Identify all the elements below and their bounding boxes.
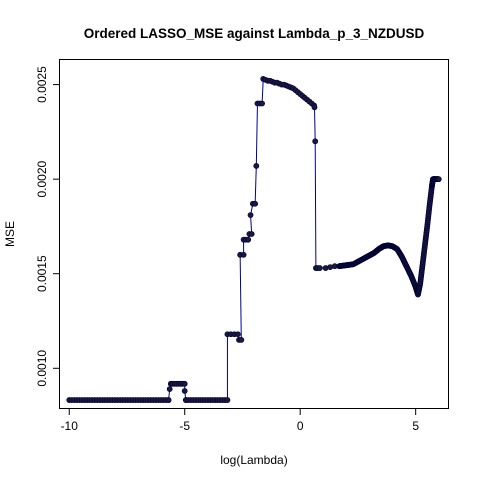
plot-frame	[59, 59, 449, 409]
data-point	[327, 264, 334, 270]
data-point	[322, 265, 329, 271]
data-point	[312, 138, 319, 145]
x-axis: -10 -5 0 5	[61, 408, 419, 433]
chart-title: Ordered LASSO_MSE against Lambda_p_3_NZD…	[84, 26, 425, 41]
data-point	[253, 163, 260, 169]
data-point	[435, 176, 442, 183]
data-point	[240, 251, 247, 258]
series-line	[69, 78, 439, 401]
y-tick-label: 0.0010	[35, 350, 49, 387]
data-point	[311, 104, 318, 111]
x-tick-label: -10	[61, 419, 79, 433]
data-point	[248, 231, 255, 237]
x-tick-label: 5	[412, 419, 419, 433]
y-tick-label: 0.0015	[35, 255, 49, 292]
data-point	[259, 100, 265, 107]
data-point	[238, 337, 245, 343]
plot-area	[66, 76, 442, 403]
x-tick-label: 0	[297, 419, 304, 433]
data-point	[165, 397, 172, 403]
y-tick-label: 0.0025	[35, 66, 49, 103]
data-point	[224, 397, 231, 403]
data-point	[166, 386, 173, 392]
data-point	[247, 212, 254, 218]
data-point	[252, 200, 259, 207]
data-point	[234, 331, 241, 338]
data-point	[245, 236, 252, 243]
x-axis-label: log(Lambda)	[220, 453, 287, 467]
data-point	[181, 380, 188, 387]
data-point	[181, 388, 188, 394]
x-tick-label: -5	[179, 419, 190, 433]
y-axis-label: MSE	[3, 221, 17, 247]
data-point	[316, 265, 323, 271]
y-tick-label: 0.0020	[35, 160, 49, 197]
y-axis: 0.0010 0.0015 0.0020 0.0025	[35, 66, 60, 387]
